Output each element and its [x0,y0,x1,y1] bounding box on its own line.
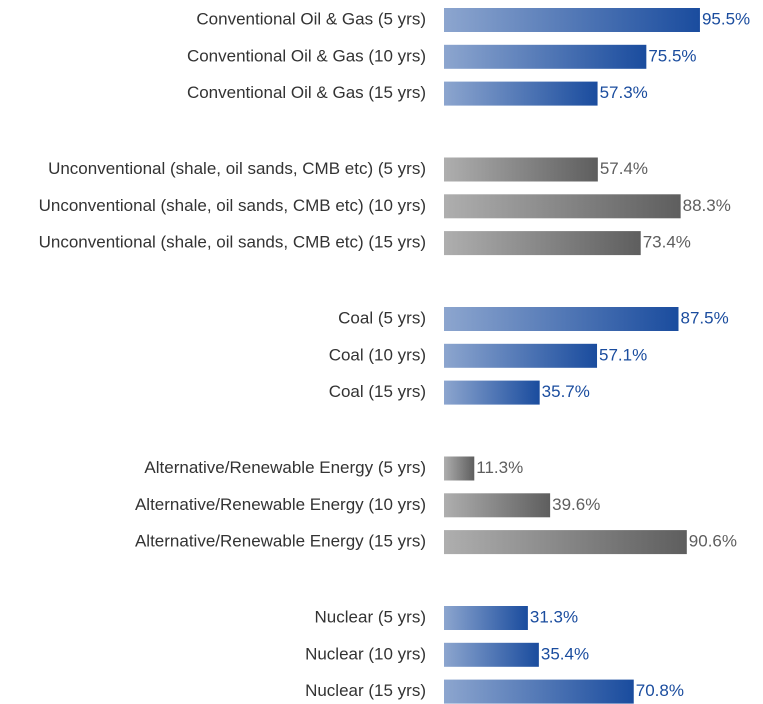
category-label: Coal (15 yrs) [329,382,426,401]
bar [444,530,687,555]
category-label: Unconventional (shale, oil sands, CMB et… [48,159,426,178]
bar [444,456,475,481]
value-label: 57.1% [599,345,647,364]
bar [444,231,641,256]
category-label: Nuclear (15 yrs) [305,681,426,700]
value-label: 75.5% [648,46,696,65]
category-label: Nuclear (5 yrs) [315,607,426,626]
value-label: 57.3% [600,83,648,102]
bar [444,679,634,704]
value-label: 35.7% [542,382,590,401]
category-label: Conventional Oil & Gas (15 yrs) [187,83,426,102]
category-label: Unconventional (shale, oil sands, CMB et… [39,196,426,215]
value-label: 11.3% [476,458,523,477]
category-label: Alternative/Renewable Energy (15 yrs) [135,532,426,551]
category-label: Coal (5 yrs) [338,308,426,327]
bar [444,157,598,182]
bar [444,194,681,219]
bar [444,343,598,368]
bar [444,493,551,518]
category-label: Nuclear (10 yrs) [305,644,426,663]
category-label: Alternative/Renewable Energy (10 yrs) [135,495,426,514]
bar [444,44,647,69]
value-label: 95.5% [702,9,750,28]
category-label: Alternative/Renewable Energy (5 yrs) [144,458,426,477]
category-label: Unconventional (shale, oil sands, CMB et… [39,233,426,252]
category-label: Conventional Oil & Gas (10 yrs) [187,46,426,65]
value-label: 57.4% [600,159,648,178]
bar [444,81,598,106]
bar [444,380,540,405]
bar [444,8,700,32]
category-label: Coal (10 yrs) [329,345,426,364]
value-label: 70.8% [636,681,684,700]
value-label: 88.3% [683,196,731,215]
value-label: 87.5% [681,308,729,327]
bar [444,642,539,667]
bar [444,606,528,630]
value-label: 35.4% [541,644,589,663]
value-label: 39.6% [552,495,600,514]
category-label: Conventional Oil & Gas (5 yrs) [196,9,426,28]
value-label: 90.6% [689,532,737,551]
value-label: 73.4% [643,233,691,252]
value-label: 31.3% [530,607,578,626]
bar [444,307,679,331]
